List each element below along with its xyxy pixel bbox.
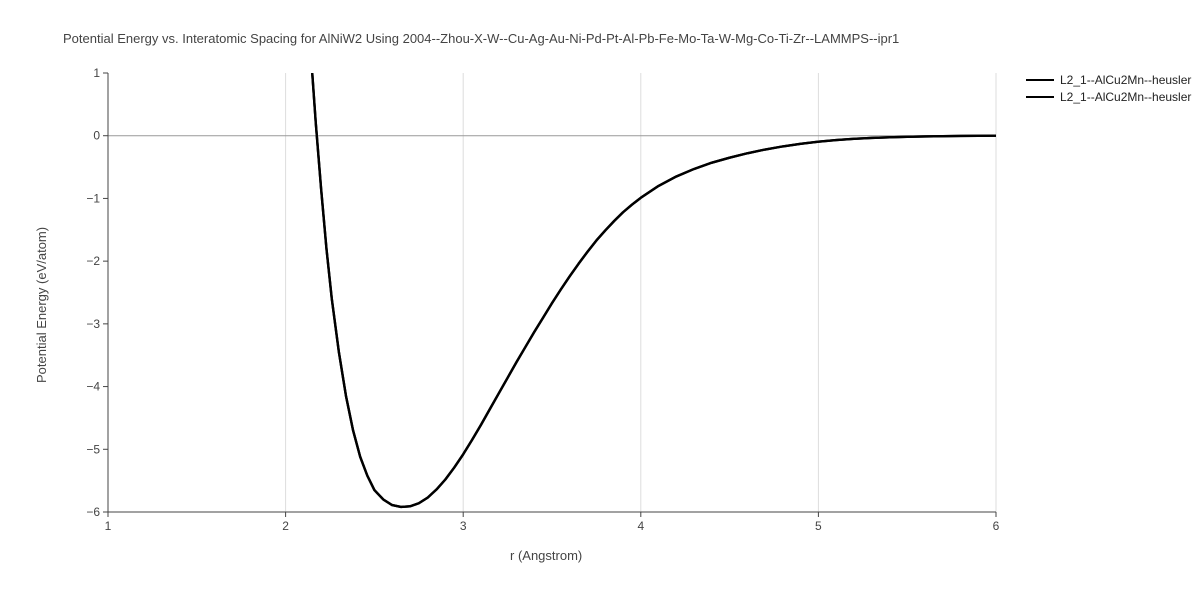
y-tick-label: −5 xyxy=(86,442,100,456)
x-tick-label: 1 xyxy=(105,519,112,533)
x-tick-label: 4 xyxy=(637,519,644,533)
y-tick-label: 0 xyxy=(93,129,100,143)
y-tick-label: −1 xyxy=(86,191,100,205)
series-line xyxy=(312,73,996,507)
y-tick-label: −4 xyxy=(86,380,100,394)
legend-label: L2_1--AlCu2Mn--heusler xyxy=(1060,89,1191,106)
legend-item[interactable]: L2_1--AlCu2Mn--heusler xyxy=(1026,72,1191,89)
chart-title: Potential Energy vs. Interatomic Spacing… xyxy=(63,31,899,46)
line-chart: −6 −5 −4 −3 −2 −1 0 1 1 2 3 4 5 6 xyxy=(70,67,1002,540)
y-axis-label: Potential Energy (eV/atom) xyxy=(34,226,49,382)
legend: L2_1--AlCu2Mn--heuslerL2_1--AlCu2Mn--heu… xyxy=(1026,72,1191,106)
x-tick-label: 2 xyxy=(282,519,289,533)
x-tick-label: 6 xyxy=(993,519,1000,533)
legend-swatch xyxy=(1026,96,1054,98)
legend-item[interactable]: L2_1--AlCu2Mn--heusler xyxy=(1026,89,1191,106)
legend-swatch xyxy=(1026,79,1054,81)
x-tick-label: 5 xyxy=(815,519,822,533)
y-tick-label: −3 xyxy=(86,317,100,331)
y-tick-label: −6 xyxy=(86,505,100,519)
x-axis-label: r (Angstrom) xyxy=(510,548,582,563)
x-tick-label: 3 xyxy=(460,519,467,533)
legend-label: L2_1--AlCu2Mn--heusler xyxy=(1060,72,1191,89)
y-tick-label: 1 xyxy=(93,67,100,80)
y-tick-label: −2 xyxy=(86,254,100,268)
